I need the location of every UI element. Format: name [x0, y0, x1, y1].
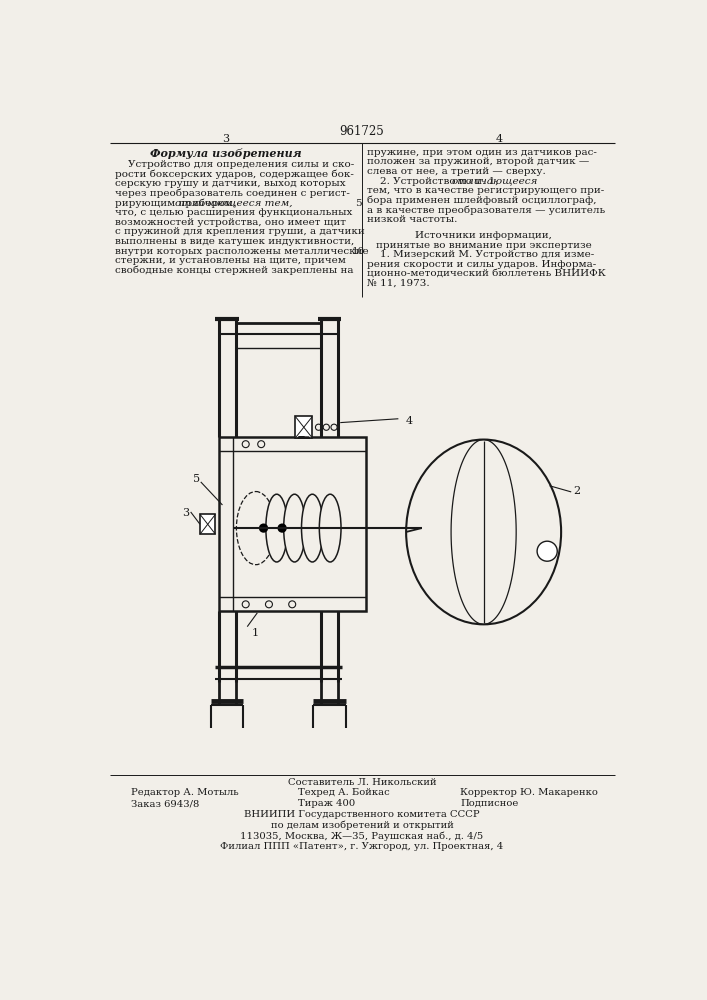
- Text: 4: 4: [406, 416, 414, 426]
- Text: Редактор А. Мотыль: Редактор А. Мотыль: [131, 788, 239, 797]
- Text: пружине, при этом один из датчиков рас-: пружине, при этом один из датчиков рас-: [368, 148, 597, 157]
- Text: рения скорости и силы ударов. Информа-: рения скорости и силы ударов. Информа-: [368, 260, 597, 269]
- Text: внутри которых расположены металлические: внутри которых расположены металлические: [115, 247, 368, 256]
- Text: 3: 3: [222, 134, 229, 144]
- Text: 4: 4: [496, 134, 503, 144]
- Text: Устройство для определения силы и ско-: Устройство для определения силы и ско-: [115, 160, 354, 169]
- Text: 113035, Москва, Ж—35, Раушская наб., д. 4/5: 113035, Москва, Ж—35, Раушская наб., д. …: [240, 831, 484, 841]
- Text: через преобразователь соединен с регист-: через преобразователь соединен с регист-: [115, 189, 349, 198]
- Text: низкой частоты.: низкой частоты.: [368, 215, 457, 224]
- Bar: [218, 437, 366, 611]
- Text: ВНИИПИ Государственного комитета СССР: ВНИИПИ Государственного комитета СССР: [244, 810, 480, 819]
- Text: выполнены в виде катушек индуктивности,: выполнены в виде катушек индуктивности,: [115, 237, 354, 246]
- Text: Техред А. Бойкас: Техред А. Бойкас: [298, 788, 390, 797]
- Text: стержни, и установлены на щите, причем: стержни, и установлены на щите, причем: [115, 256, 346, 265]
- Text: 961725: 961725: [339, 125, 385, 138]
- Text: Источники информации,: Источники информации,: [415, 231, 552, 240]
- Text: 1. Мизерский М. Устройство для изме-: 1. Мизерский М. Устройство для изме-: [368, 250, 595, 259]
- Text: 1: 1: [252, 628, 259, 638]
- Text: отличающееся тем,: отличающееся тем,: [175, 199, 293, 208]
- Text: рости боксерских ударов, содержащее бок-: рости боксерских ударов, содержащее бок-: [115, 170, 354, 179]
- Ellipse shape: [301, 494, 323, 562]
- Text: свободные концы стержней закреплены на: свободные концы стержней закреплены на: [115, 266, 354, 275]
- Circle shape: [277, 523, 287, 533]
- Circle shape: [537, 541, 557, 561]
- Text: а в качестве преобразователя — усилитель: а в качестве преобразователя — усилитель: [368, 205, 605, 215]
- Text: положен за пружиной, второй датчик —: положен за пружиной, второй датчик —: [368, 157, 590, 166]
- Text: тем, что в качестве регистрирующего при-: тем, что в качестве регистрирующего при-: [368, 186, 604, 195]
- Text: слева от нее, а третий — сверху.: слева от нее, а третий — сверху.: [368, 167, 546, 176]
- Text: серскую грушу и датчики, выход которых: серскую грушу и датчики, выход которых: [115, 179, 345, 188]
- Ellipse shape: [320, 494, 341, 562]
- Text: Корректор Ю. Макаренко: Корректор Ю. Макаренко: [460, 788, 598, 797]
- Text: 5: 5: [356, 199, 362, 208]
- Text: Тираж 400: Тираж 400: [298, 799, 355, 808]
- Text: 5: 5: [193, 474, 201, 484]
- Ellipse shape: [266, 494, 288, 562]
- Text: принятые во внимание при экспертизе: принятые во внимание при экспертизе: [375, 241, 592, 250]
- Text: отличающееся: отличающееся: [451, 177, 537, 186]
- Text: 2: 2: [573, 486, 580, 496]
- Text: что, с целью расширения функциональных: что, с целью расширения функциональных: [115, 208, 352, 217]
- Text: бора применен шлейфовый осциллограф,: бора применен шлейфовый осциллограф,: [368, 196, 597, 205]
- Text: с пружиной для крепления груши, а датчики: с пружиной для крепления груши, а датчик…: [115, 227, 365, 236]
- Text: 10: 10: [352, 247, 366, 256]
- Text: Филиал ППП «Патент», г. Ужгород, ул. Проектная, 4: Филиал ППП «Патент», г. Ужгород, ул. Про…: [221, 842, 503, 851]
- Text: ционно-методический бюллетень ВНИИФК: ционно-методический бюллетень ВНИИФК: [368, 269, 606, 278]
- Text: 3: 3: [182, 508, 189, 518]
- Text: 2. Устройство по п. 1,: 2. Устройство по п. 1,: [368, 177, 502, 186]
- Circle shape: [259, 523, 268, 533]
- Text: Заказ 6943/8: Заказ 6943/8: [131, 799, 199, 808]
- Text: Формула изобретения: Формула изобретения: [150, 148, 301, 159]
- Text: рирующим прибором,: рирующим прибором,: [115, 199, 239, 208]
- Text: Подписное: Подписное: [460, 799, 519, 808]
- Text: возможностей устройства, оно имеет щит: возможностей устройства, оно имеет щит: [115, 218, 346, 227]
- Ellipse shape: [284, 494, 305, 562]
- Text: по делам изобретений и открытий: по делам изобретений и открытий: [271, 821, 453, 830]
- Bar: [200, 514, 216, 534]
- Text: № 11, 1973.: № 11, 1973.: [368, 279, 430, 288]
- Bar: [296, 416, 312, 438]
- Text: Составитель Л. Никольский: Составитель Л. Никольский: [288, 778, 436, 787]
